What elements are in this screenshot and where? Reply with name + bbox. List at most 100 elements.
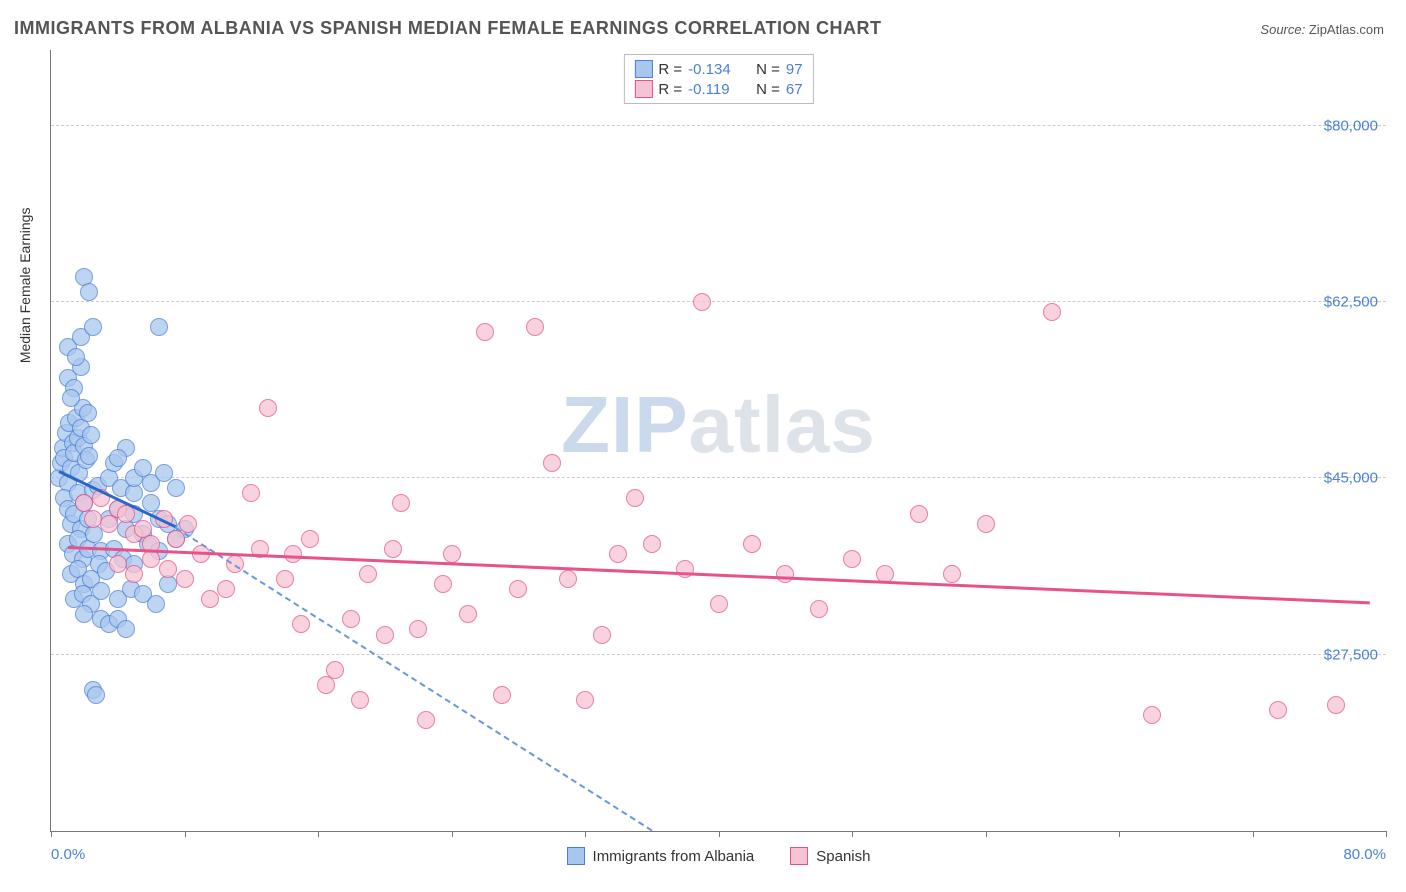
data-point (80, 447, 98, 465)
data-point (434, 575, 452, 593)
data-point (259, 399, 277, 417)
x-tick (585, 831, 586, 837)
data-point (217, 580, 235, 598)
source-label: Source: (1260, 22, 1305, 37)
data-point (109, 555, 127, 573)
data-point (176, 570, 194, 588)
legend-r-label: R = (658, 81, 682, 98)
data-point (392, 494, 410, 512)
x-tick (852, 831, 853, 837)
legend-r-value: -0.119 (688, 81, 742, 98)
x-tick (51, 831, 52, 837)
data-point (977, 515, 995, 533)
data-point (609, 545, 627, 563)
legend-n-label: N = (756, 61, 780, 78)
gridline-horizontal (51, 301, 1386, 302)
x-tick (452, 831, 453, 837)
data-point (301, 530, 319, 548)
legend-series-name: Spanish (816, 848, 870, 865)
data-point (643, 535, 661, 553)
data-point (376, 626, 394, 644)
correlation-legend: R = -0.134 N = 97 R = -0.119 N = 67 (623, 54, 813, 104)
data-point (80, 283, 98, 301)
legend-swatch (634, 80, 652, 98)
x-tick (1386, 831, 1387, 837)
y-tick-label: $62,500 (1324, 293, 1378, 310)
series-legend: Immigrants from Albania Spanish (567, 847, 871, 865)
data-point (593, 626, 611, 644)
y-tick-label: $45,000 (1324, 470, 1378, 487)
chart-title: IMMIGRANTS FROM ALBANIA VS SPANISH MEDIA… (14, 18, 882, 39)
legend-n-value: 97 (786, 61, 803, 78)
legend-n-label: N = (756, 81, 780, 98)
data-point (476, 323, 494, 341)
data-point (284, 545, 302, 563)
data-point (509, 580, 527, 598)
data-point (84, 510, 102, 528)
data-point (693, 293, 711, 311)
legend-swatch (790, 847, 808, 865)
legend-n-value: 67 (786, 81, 803, 98)
data-point (84, 318, 102, 336)
data-point (75, 605, 93, 623)
data-point (67, 348, 85, 366)
data-point (417, 711, 435, 729)
source-value: ZipAtlas.com (1309, 22, 1384, 37)
data-point (1143, 706, 1161, 724)
data-point (626, 489, 644, 507)
data-point (109, 449, 127, 467)
data-point (351, 691, 369, 709)
y-tick-label: $80,000 (1324, 117, 1378, 134)
data-point (710, 595, 728, 613)
data-point (1043, 303, 1061, 321)
data-point (201, 590, 219, 608)
y-axis-label: Median Female Earnings (17, 207, 33, 363)
data-point (559, 570, 577, 588)
legend-swatch (634, 60, 652, 78)
legend-row: R = -0.134 N = 97 (634, 59, 802, 79)
data-point (526, 318, 544, 336)
x-tick (719, 831, 720, 837)
data-point (117, 620, 135, 638)
source-attribution: Source: ZipAtlas.com (1260, 22, 1384, 37)
watermark-zip: ZIP (561, 380, 688, 469)
data-point (409, 620, 427, 638)
data-point (159, 560, 177, 578)
data-point (79, 404, 97, 422)
data-point (167, 479, 185, 497)
x-axis-max-label: 80.0% (1343, 846, 1386, 863)
trend-line (176, 527, 653, 831)
legend-series-item: Immigrants from Albania (567, 847, 755, 865)
data-point (276, 570, 294, 588)
legend-r-value: -0.134 (688, 61, 742, 78)
data-point (242, 484, 260, 502)
data-point (1327, 696, 1345, 714)
gridline-horizontal (51, 125, 1386, 126)
legend-r-label: R = (658, 61, 682, 78)
data-point (910, 505, 928, 523)
data-point (576, 691, 594, 709)
plot-area: ZIPatlas Median Female Earnings R =-0.13… (50, 50, 1386, 832)
gridline-horizontal (51, 654, 1386, 655)
data-point (147, 595, 165, 613)
scatter-plot: ZIPatlas Median Female Earnings R =-0.13… (50, 50, 1386, 832)
x-tick (1119, 831, 1120, 837)
data-point (776, 565, 794, 583)
data-point (843, 550, 861, 568)
y-tick-label: $27,500 (1324, 646, 1378, 663)
x-tick (986, 831, 987, 837)
legend-row: R = -0.119 N = 67 (634, 79, 802, 99)
legend-series-name: Immigrants from Albania (593, 848, 755, 865)
data-point (943, 565, 961, 583)
data-point (87, 686, 105, 704)
gridline-horizontal (51, 477, 1386, 478)
data-point (359, 565, 377, 583)
x-axis-min-label: 0.0% (51, 846, 85, 863)
data-point (125, 565, 143, 583)
data-point (810, 600, 828, 618)
legend-swatch (567, 847, 585, 865)
data-point (493, 686, 511, 704)
data-point (326, 661, 344, 679)
data-point (384, 540, 402, 558)
x-tick (1253, 831, 1254, 837)
